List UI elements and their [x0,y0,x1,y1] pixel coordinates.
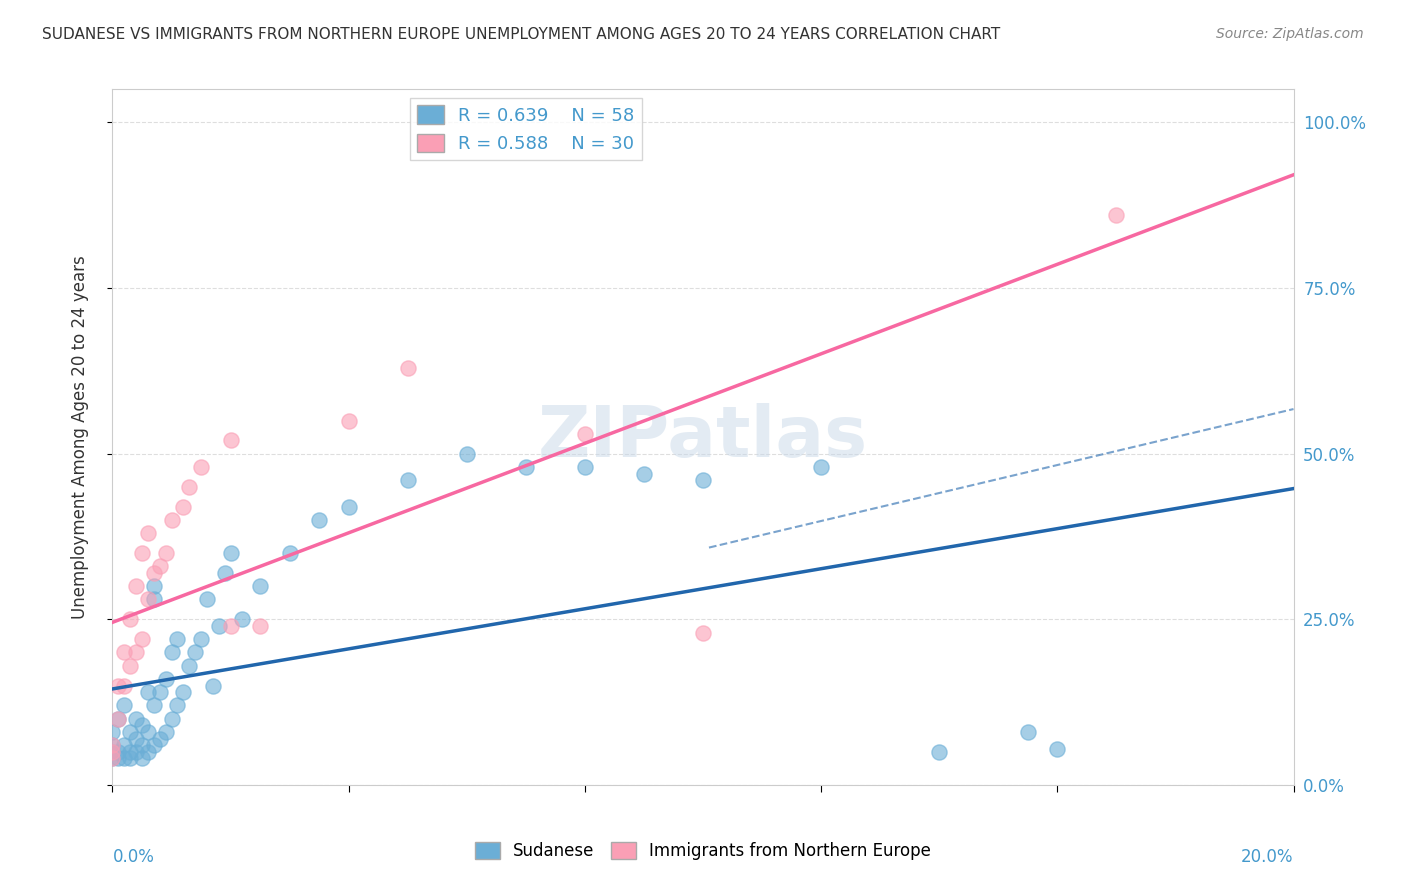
Point [120,751,142,765]
Point [101,751,124,765]
Point [120,745,142,759]
Legend: Sudanese, Immigrants from Northern Europe: Sudanese, Immigrants from Northern Europ… [468,836,938,867]
Point [131,738,153,752]
Point [219,434,242,448]
Point [120,658,142,673]
Point [101,745,124,759]
Point [214,566,236,580]
Point [120,725,142,739]
Point [136,526,159,541]
Text: ZIPatlas: ZIPatlas [538,402,868,472]
Point [112,698,135,713]
Point [308,513,330,527]
Text: SUDANESE VS IMMIGRANTS FROM NORTHERN EUROPE UNEMPLOYMENT AMONG AGES 20 TO 24 YEA: SUDANESE VS IMMIGRANTS FROM NORTHERN EUR… [42,27,1001,42]
Point [136,685,159,699]
Point [107,751,129,765]
Point [219,619,242,633]
Point [219,546,242,560]
Point [101,725,124,739]
Point [337,500,360,514]
Point [136,745,159,759]
Point [155,546,177,560]
Text: 0.0%: 0.0% [112,847,155,865]
Point [112,679,135,693]
Point [101,751,124,765]
Point [160,712,183,726]
Point [201,679,224,693]
Point [172,500,194,514]
Point [131,546,153,560]
Point [249,619,271,633]
Point [125,745,148,759]
Point [155,672,177,686]
Point [231,612,253,626]
Point [1046,741,1069,756]
Point [142,698,165,713]
Point [131,751,153,765]
Point [1017,725,1039,739]
Point [179,480,201,494]
Point [337,413,360,427]
Point [249,579,271,593]
Point [396,473,419,487]
Point [810,459,832,474]
Point [396,360,419,375]
Point [574,459,596,474]
Point [101,738,124,752]
Point [131,718,153,732]
Point [928,745,950,759]
Text: Source: ZipAtlas.com: Source: ZipAtlas.com [1216,27,1364,41]
Point [101,738,124,752]
Point [155,725,177,739]
Point [166,632,188,647]
Point [107,712,129,726]
Point [149,731,172,746]
Point [136,592,159,607]
Point [149,559,172,574]
Point [515,459,537,474]
Point [142,566,165,580]
Point [112,645,135,659]
Point [125,731,148,746]
Point [692,473,714,487]
Point [125,645,148,659]
Point [166,698,188,713]
Point [574,426,596,441]
Point [107,679,129,693]
Point [190,632,212,647]
Point [142,738,165,752]
Text: 20.0%: 20.0% [1241,847,1294,865]
Point [131,632,153,647]
Point [278,546,301,560]
Point [107,712,129,726]
Point [208,619,231,633]
Point [101,745,124,759]
Point [195,592,218,607]
Point [190,459,212,474]
Point [136,725,159,739]
Point [142,579,165,593]
Point [179,658,201,673]
Point [125,579,148,593]
Point [160,513,183,527]
Point [1105,208,1128,222]
Point [120,612,142,626]
Point [112,738,135,752]
Y-axis label: Unemployment Among Ages 20 to 24 years: Unemployment Among Ages 20 to 24 years [70,255,89,619]
Point [633,467,655,481]
Point [692,625,714,640]
Point [149,685,172,699]
Point [112,751,135,765]
Point [125,712,148,726]
Point [172,685,194,699]
Point [107,745,129,759]
Point [142,592,165,607]
Point [456,447,478,461]
Point [184,645,207,659]
Point [160,645,183,659]
